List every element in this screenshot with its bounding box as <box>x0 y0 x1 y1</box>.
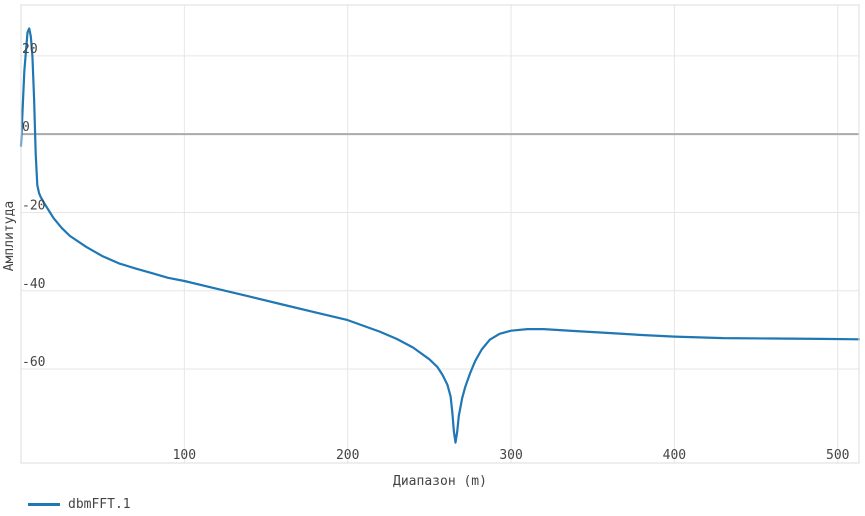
y-tick-label: -20 <box>22 198 45 213</box>
grid <box>21 5 859 463</box>
x-tick-label: 100 <box>173 448 196 463</box>
y-tick-label: 20 <box>22 42 38 57</box>
y-tick-label: 0 <box>22 120 30 135</box>
y-tick-label: -40 <box>22 277 45 292</box>
x-axis-label: Диапазон (m) <box>393 474 487 489</box>
x-tick-label: 400 <box>663 448 686 463</box>
x-tick-label: 300 <box>499 448 522 463</box>
plot-frame <box>20 4 860 464</box>
series-line-0 <box>19 27 861 444</box>
series-layer <box>19 27 861 444</box>
legend-item-label: dbmFFT.1 <box>68 496 131 512</box>
y-tick-label: -60 <box>22 355 45 370</box>
x-tick-label: 500 <box>826 448 849 463</box>
legend-swatch <box>28 502 60 506</box>
y-axis-label: Амплитуда <box>2 201 17 271</box>
x-tick-label: 200 <box>336 448 359 463</box>
legend: dbmFFT.1 <box>28 494 131 514</box>
